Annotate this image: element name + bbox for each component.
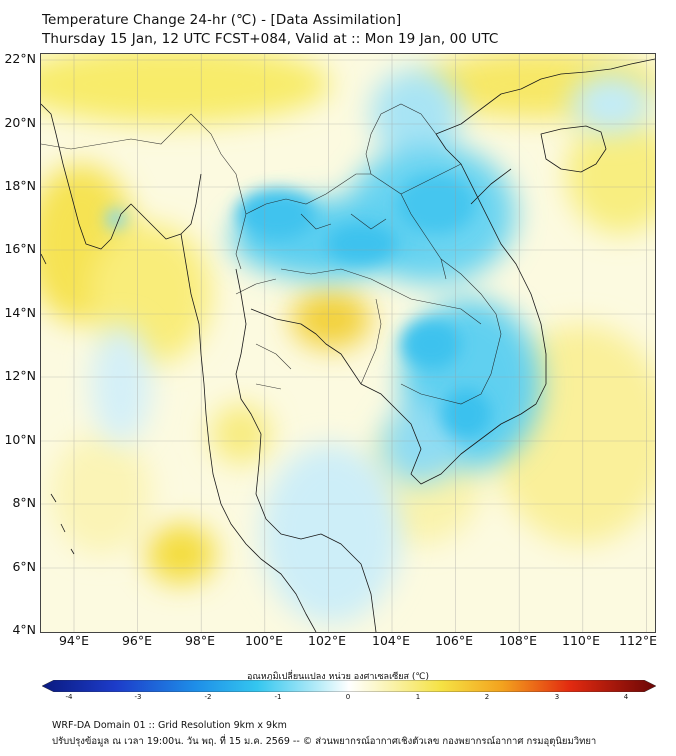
lat-tick-14n: 14°N	[4, 305, 36, 320]
map-title: Temperature Change 24-hr (℃) - [Data Ass…	[42, 12, 402, 28]
lon-tick-110e: 110°E	[561, 633, 601, 648]
lon-tick-100e: 100°E	[244, 633, 284, 648]
lat-tick-22n: 22°N	[4, 51, 36, 66]
strong-cooling-cores	[106, 174, 491, 439]
lat-tick-16n: 16°N	[4, 241, 36, 256]
graticule	[41, 54, 655, 632]
colorbar-label: 4	[623, 693, 629, 701]
lon-tick-108e: 108°E	[498, 633, 538, 648]
colorbar-label: 1	[415, 693, 421, 701]
colorbar-label: -1	[274, 693, 282, 701]
lon-tick-106e: 106°E	[434, 633, 474, 648]
lat-tick-4n: 4°N	[12, 622, 36, 637]
lat-tick-10n: 10°N	[4, 432, 36, 447]
colorbar-label: -4	[65, 693, 73, 701]
lat-tick-20n: 20°N	[4, 115, 36, 130]
map-panel[interactable]	[40, 53, 656, 633]
lon-tick-98e: 98°E	[184, 633, 216, 648]
colorbar	[42, 680, 656, 692]
colorbar-label: -2	[204, 693, 212, 701]
footer-credit: ปรับปรุงข้อมูล ณ เวลา 19:00น. วัน พฤ. ที…	[52, 736, 597, 747]
lon-tick-96e: 96°E	[121, 633, 153, 648]
lat-tick-18n: 18°N	[4, 178, 36, 193]
lon-tick-112e: 112°E	[618, 633, 658, 648]
lat-tick-8n: 8°N	[12, 495, 36, 510]
coastlines	[41, 58, 655, 632]
colorbar-label: 2	[484, 693, 490, 701]
lon-tick-102e: 102°E	[307, 633, 347, 648]
lat-tick-12n: 12°N	[4, 368, 36, 383]
colorbar-title: อุณหภูมิเปลี่ยนแปลง หน่วย องศาเซลเซียส (…	[246, 672, 430, 682]
lat-tick-6n: 6°N	[12, 559, 36, 574]
lon-tick-94e: 94°E	[58, 633, 90, 648]
colorbar-label: 3	[554, 693, 560, 701]
country-borders	[41, 103, 502, 405]
footer-model-info: WRF-DA Domain 01 :: Grid Resolution 9km …	[52, 720, 287, 731]
colorbar-label: 0	[345, 693, 351, 701]
temperature-change-map	[41, 54, 655, 632]
map-subtitle: Thursday 15 Jan, 12 UTC FCST+084, Valid …	[42, 31, 499, 47]
lon-tick-104e: 104°E	[371, 633, 411, 648]
colorbar-label: -3	[134, 693, 142, 701]
